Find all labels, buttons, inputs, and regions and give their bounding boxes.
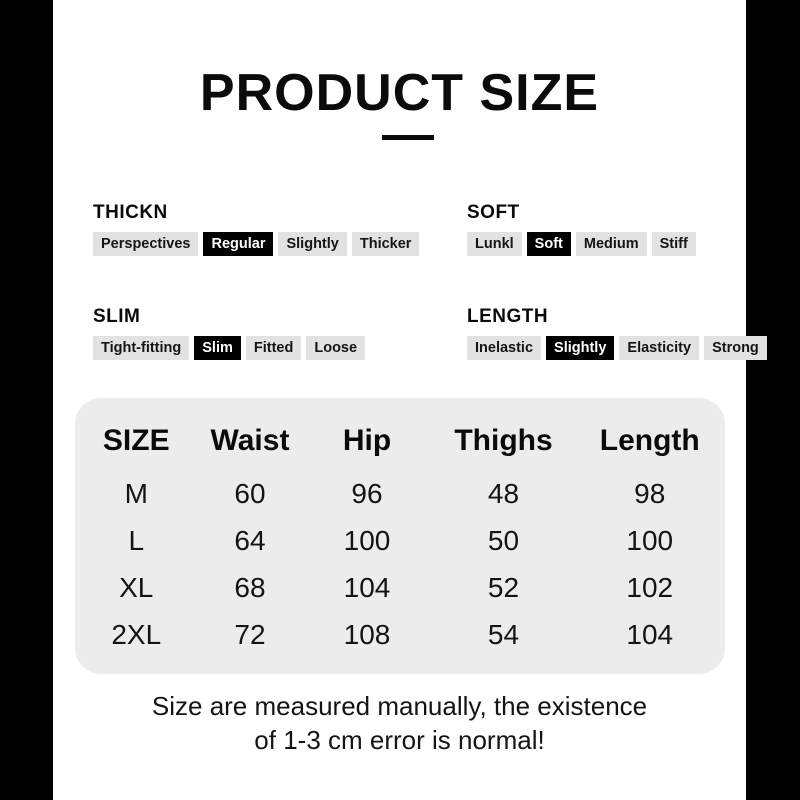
column-header-size: SIZE: [102, 424, 170, 458]
cell-thighs: 52: [487, 571, 520, 603]
option-chip-lunkl: Lunkl: [467, 232, 522, 257]
chip-row-soft: Lunkl Soft Medium Stiff: [467, 232, 767, 257]
option-chip-strong: Strong: [704, 336, 767, 361]
attribute-label-thickn: THICKN: [93, 202, 168, 224]
option-chip-perspectives: Perspectives: [93, 232, 199, 257]
cell-size: 2XL: [111, 618, 162, 650]
option-chip-stiff: Stiff: [651, 232, 696, 257]
cell-hip: 100: [343, 524, 391, 556]
option-chip-slim-selected: Slim: [194, 336, 241, 361]
column-header-hip: Hip: [342, 424, 392, 458]
cell-hip: 104: [343, 571, 391, 603]
page-title: PRODUCT SIZE: [199, 64, 600, 122]
attribute-group-thickn: THICKN Perspectives Regular Slightly Thi…: [93, 202, 467, 257]
cell-waist: 60: [234, 477, 266, 509]
cell-size: M: [124, 477, 148, 509]
option-chip-slightly: Slightly: [278, 232, 347, 257]
option-chip-inelastic: Inelastic: [467, 336, 542, 361]
cell-length: 100: [626, 524, 674, 556]
disclaimer-line-1: Size are measured manually, the existenc…: [151, 691, 648, 722]
title-underline-dash: [381, 135, 434, 141]
chip-row-slim: Tight-fitting Slim Fitted Loose: [93, 336, 467, 361]
cell-thighs: 48: [487, 477, 520, 509]
column-header-waist: Waist: [210, 424, 290, 458]
option-chip-fitted: Fitted: [245, 336, 302, 361]
cell-length: 104: [626, 618, 674, 650]
size-table: SIZE Waist Hip Thighs Length M 60 96 48 …: [75, 412, 725, 658]
cell-size: XL: [119, 571, 154, 603]
attribute-group-slim: SLIM Tight-fitting Slim Fitted Loose: [93, 306, 467, 361]
attribute-groups: THICKN Perspectives Regular Slightly Thi…: [53, 202, 767, 361]
left-letterbox-bar: [0, 0, 53, 800]
attribute-group-soft: SOFT Lunkl Soft Medium Stiff: [467, 202, 767, 257]
option-chip-loose: Loose: [306, 336, 366, 361]
attribute-group-length: LENGTH Inelastic Slightly Elasticity Str…: [467, 306, 767, 361]
right-letterbox-bar: [746, 0, 800, 800]
attribute-label-soft: SOFT: [467, 202, 520, 224]
attribute-label-length: LENGTH: [467, 306, 549, 328]
table-row-2xl: 2XL 72 108 54 104: [75, 611, 725, 658]
cell-hip: 96: [351, 477, 383, 509]
chip-row-thickn: Perspectives Regular Slightly Thicker: [93, 232, 467, 257]
cell-size: L: [128, 524, 145, 556]
size-table-header-row: SIZE Waist Hip Thighs Length: [75, 412, 725, 470]
disclaimer-line-2: of 1-3 cm error is normal!: [254, 725, 545, 756]
chip-row-length: Inelastic Slightly Elasticity Strong: [467, 336, 767, 361]
option-chip-thicker: Thicker: [351, 232, 420, 257]
cell-waist: 68: [234, 571, 266, 603]
cell-thighs: 50: [487, 524, 520, 556]
option-chip-elasticity: Elasticity: [619, 336, 700, 361]
attribute-label-slim: SLIM: [93, 306, 141, 328]
table-row-l: L 64 100 50 100: [75, 517, 725, 564]
table-row-m: M 60 96 48 98: [75, 470, 725, 517]
cell-waist: 64: [234, 524, 266, 556]
option-chip-soft-selected: Soft: [526, 232, 571, 257]
option-chip-slightly-selected: Slightly: [546, 336, 615, 361]
cell-length: 98: [634, 477, 666, 509]
option-chip-medium: Medium: [575, 232, 647, 257]
column-header-thighs: Thighs: [454, 424, 553, 458]
cell-length: 102: [626, 571, 674, 603]
option-chip-tight-fitting: Tight-fitting: [93, 336, 190, 361]
cell-waist: 72: [234, 618, 266, 650]
disclaimer-text: Size are measured manually, the existenc…: [53, 690, 746, 758]
size-table-card: SIZE Waist Hip Thighs Length M 60 96 48 …: [74, 398, 725, 675]
table-row-xl: XL 68 104 52 102: [75, 564, 725, 611]
column-header-length: Length: [599, 424, 700, 458]
cell-thighs: 54: [487, 618, 520, 650]
cell-hip: 108: [343, 618, 391, 650]
option-chip-regular-selected: Regular: [203, 232, 274, 257]
content-area: PRODUCT SIZE THICKN Perspectives Regular…: [53, 0, 767, 800]
